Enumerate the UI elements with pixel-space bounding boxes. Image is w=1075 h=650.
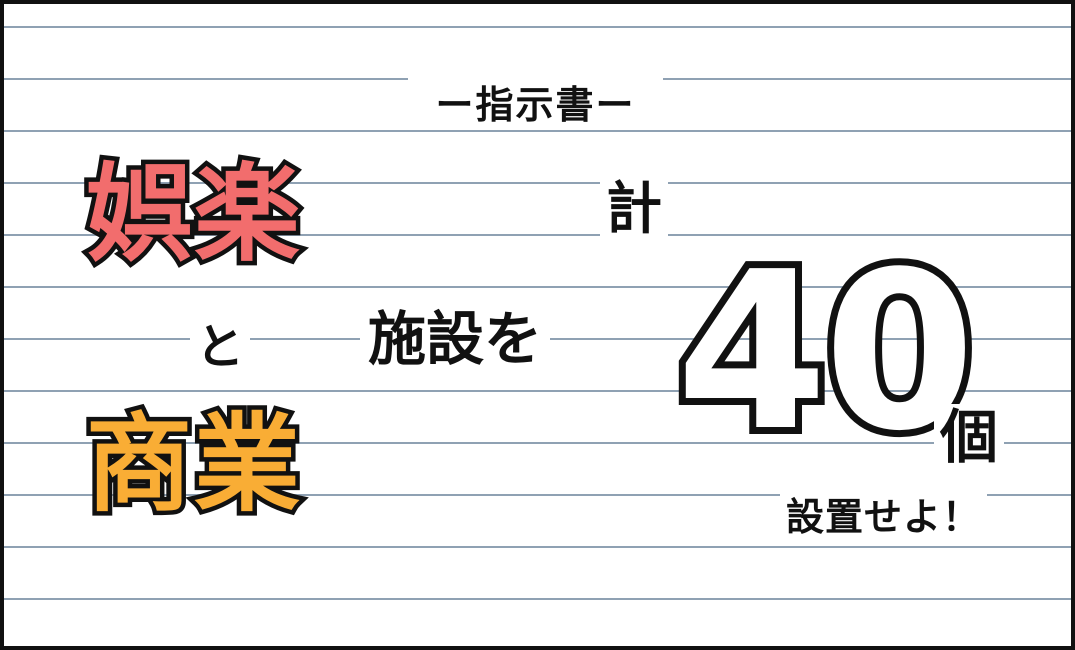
commerce-word: 商業 xyxy=(82,403,305,526)
instruction-heading: ー指示書ー xyxy=(435,83,636,127)
instruction-text: 設置せよ！ xyxy=(780,490,988,544)
heading-box: ー指示書ー xyxy=(408,66,663,127)
count-number: 40 xyxy=(669,226,982,479)
count-unit: 個 xyxy=(934,404,1005,470)
and-connector: と xyxy=(190,319,251,375)
total-label: 計 xyxy=(600,176,668,244)
facility-text: 施設を xyxy=(360,306,551,372)
entertainment-word: 娯楽 xyxy=(82,153,305,276)
